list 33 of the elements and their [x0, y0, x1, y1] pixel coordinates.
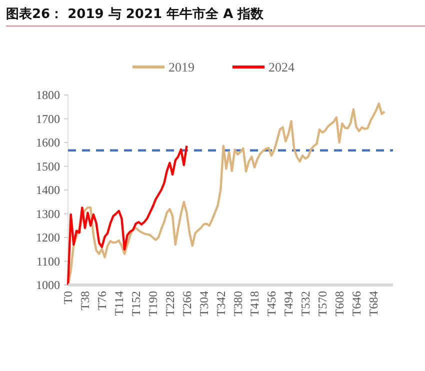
x-tick-label: T646 [349, 291, 364, 316]
y-tick-label: 1300 [36, 206, 60, 221]
legend-label: 2019 [168, 60, 194, 75]
x-tick-label: T570 [316, 291, 330, 316]
x-tick-label: T76 [95, 291, 110, 310]
x-tick-label: T304 [196, 291, 211, 316]
x-tick-label: T114 [112, 291, 126, 316]
legend-label: 2024 [268, 60, 295, 75]
line-series [66, 144, 188, 286]
x-tick-label: T494 [282, 291, 296, 316]
y-tick-label: 1000 [36, 278, 60, 292]
x-tick-label: T228 [162, 291, 177, 316]
y-tick-label: 1700 [36, 112, 60, 126]
x-tick-label: T0 [61, 291, 76, 304]
y-tick-label: 1600 [36, 136, 60, 150]
y-tick-label: 1500 [36, 159, 60, 174]
x-tick-label: T38 [78, 291, 92, 310]
y-tick-label: 1800 [36, 88, 60, 102]
y-tick-label: 1100 [36, 254, 60, 268]
y-tick-label: 1400 [36, 183, 60, 198]
x-tick-label: T152 [129, 291, 144, 316]
x-tick-label: T608 [332, 291, 347, 316]
chart-title: 图表26： 2019 与 2021 年牛市全 A 指数 [6, 6, 265, 22]
x-tick-label: T684 [366, 291, 380, 316]
line-series [66, 102, 386, 286]
x-tick-label: T266 [180, 291, 194, 316]
x-tick-label: T380 [230, 291, 245, 316]
x-tick-label: T456 [264, 291, 279, 316]
y-tick-label: 1200 [36, 230, 60, 245]
x-tick-label: T342 [214, 291, 228, 316]
x-tick-label: T532 [298, 291, 313, 316]
x-tick-label: T190 [146, 291, 160, 316]
x-tick-label: T418 [248, 291, 262, 316]
